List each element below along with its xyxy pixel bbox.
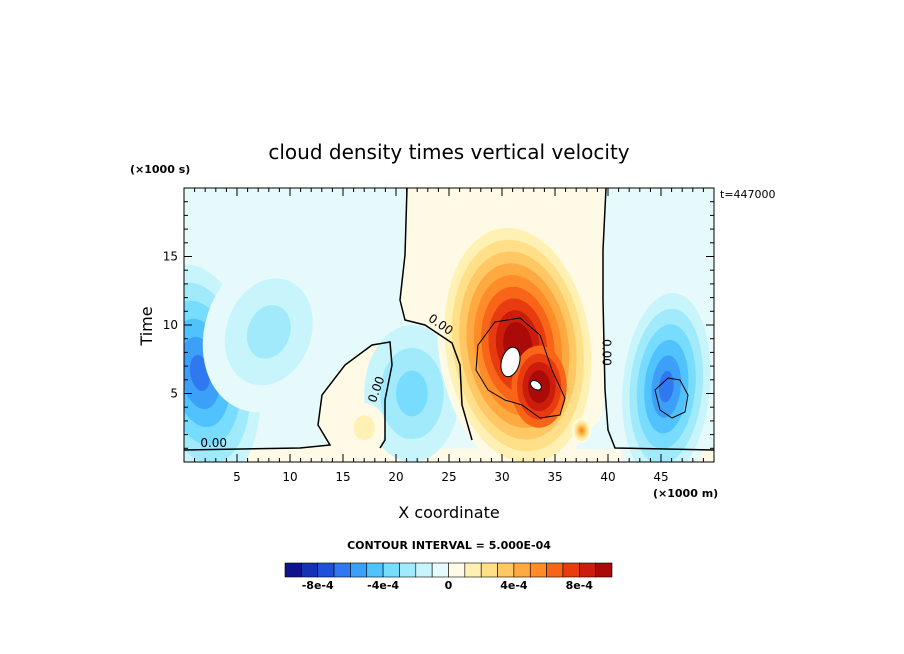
- x-axis: 5 10 15 20 25 30 35 40 45: [194, 188, 704, 484]
- x-tick-label: 20: [388, 470, 403, 484]
- x-tick-label: 40: [600, 470, 615, 484]
- y-tick-label: 5: [170, 387, 178, 401]
- zero-contour-right: [602, 188, 714, 451]
- updraft-core: [500, 346, 521, 378]
- x-axis-label: X coordinate: [398, 503, 499, 522]
- colorbar-tick-label: 0: [445, 579, 453, 592]
- colorbar-swatch: [431, 562, 449, 578]
- colorbar-swatch: [382, 562, 400, 578]
- colorbar-swatch: [546, 562, 564, 578]
- colorbar-swatch: [317, 562, 335, 578]
- colorbar-swatch: [480, 562, 498, 578]
- updraft-core: [529, 380, 542, 391]
- colorbar-swatch: [513, 562, 531, 578]
- colorbar-swatch: [595, 562, 613, 578]
- x-tick-label: 10: [282, 470, 297, 484]
- y-axis-label: Time: [137, 306, 156, 346]
- colorbar-swatch: [366, 562, 384, 578]
- colorbar-swatch: [562, 562, 580, 578]
- y-unit-label: (×1000 s): [130, 163, 190, 176]
- colorbar-tick-label: 8e-4: [566, 579, 594, 592]
- colorbar-tick-label: -8e-4: [302, 579, 334, 592]
- field-shell: [396, 370, 428, 417]
- colorbar-swatch: [578, 562, 596, 578]
- contour-label: 0.00: [600, 339, 614, 366]
- colorbar-swatch: [497, 562, 515, 578]
- x-unit-label: (×1000 m): [653, 487, 718, 500]
- colorbar: -8e-4 -4e-4 0 4e-4 8e-4: [284, 562, 613, 592]
- x-tick-label: 25: [441, 470, 456, 484]
- colorbar-swatch: [350, 562, 368, 578]
- colorbar-swatch: [529, 562, 547, 578]
- field-shells: [184, 216, 714, 462]
- x-tick-label: 45: [653, 470, 668, 484]
- field-shell: [353, 415, 375, 441]
- field-shell: [246, 305, 291, 359]
- y-axis: 5 10 15: [163, 201, 714, 449]
- x-tick-label: 30: [494, 470, 509, 484]
- contour-updraft: [475, 317, 566, 419]
- zero-contour-central: [399, 188, 473, 441]
- plot-area: [184, 188, 714, 462]
- colorbar-swatch: [448, 562, 466, 578]
- contour-interval-label: CONTOUR INTERVAL = 5.000E-04: [347, 539, 551, 552]
- colorbar-swatch: [301, 562, 319, 578]
- x-tick-label: 15: [335, 470, 350, 484]
- y-tick-label: 15: [163, 250, 178, 264]
- contour-label: 0.00: [200, 436, 227, 450]
- field-shell: [658, 371, 674, 403]
- x-tick-label: 35: [547, 470, 562, 484]
- zero-contour-left: [184, 341, 393, 451]
- colorbar-tick-label: 4e-4: [500, 579, 528, 592]
- colorbar-swatch: [333, 562, 351, 578]
- chart-title: cloud density times vertical velocity: [268, 140, 629, 164]
- x-tick-label: 5: [233, 470, 241, 484]
- colorbar-tick-label: -4e-4: [367, 579, 399, 592]
- colorbar-swatch: [415, 562, 433, 578]
- field-shell: [579, 428, 584, 433]
- colorbar-swatch: [399, 562, 417, 578]
- colorbar-swatch: [464, 562, 482, 578]
- contour-downdraft: [654, 377, 689, 419]
- time-stamp: t=447000: [720, 188, 776, 201]
- y-tick-label: 10: [163, 318, 178, 332]
- colorbar-swatch: [284, 562, 302, 578]
